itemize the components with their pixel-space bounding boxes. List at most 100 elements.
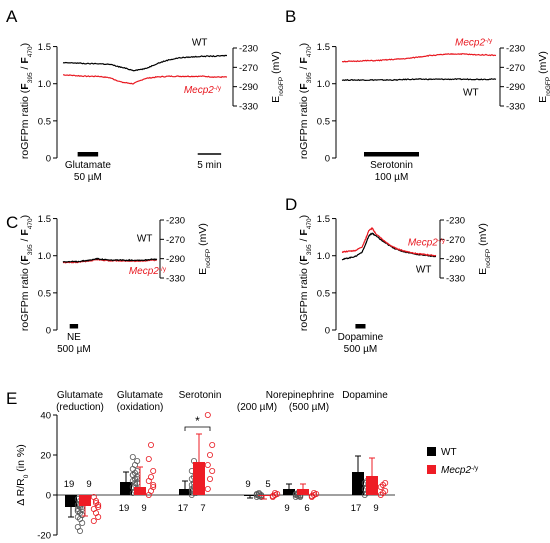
stimulus-bar [355,324,366,329]
right-tick-label: -290 [506,82,525,93]
right-tick-label: -270 [239,63,258,74]
right-axis-label-part: roGFP [485,249,492,268]
series-label-mecp2: Mecp2-/y [129,266,167,278]
right-tick-label: -270 [506,63,525,74]
y-tick-label: 0.5 [317,116,330,127]
series-label-wt: WT [137,233,153,244]
y-axis-label: roGFPm ratio (F395 / F470) [298,43,313,159]
trace-mecp2 [341,227,437,257]
panel-letter: B [285,7,296,26]
y-tick-label: 0.5 [317,288,330,299]
legend-label-mecp2: Mecp2-/y [441,465,479,477]
data-point [145,455,152,462]
right-axis-label: EroGFP (mV) [197,223,212,275]
data-point [204,485,211,492]
n-label: 7 [200,503,205,514]
y-axis-label-part: F [298,255,310,262]
y-axis-label: Δ R/R0 (in %) [15,444,30,505]
y-axis-label-part: ) [298,215,310,219]
right-tick-label: -270 [166,235,185,246]
series-label-part: -/y [214,85,222,92]
data-point [209,467,216,474]
stimulus-label: Glutamate [65,160,112,171]
y-axis-label-part: F [19,229,31,236]
right-tick-label: -230 [506,44,525,55]
y-axis-label-part: 395 [306,244,313,255]
series-label-part: -/y [485,37,493,44]
right-tick-label: -290 [446,254,465,265]
bar-mecp2 [258,495,270,496]
y-axis-label-part: roGFPm ratio ( [19,89,31,159]
right-tick-label: -270 [446,235,465,246]
bar-wt [65,495,77,507]
bar-wt [283,489,295,495]
y-axis-label-part: / [298,64,310,73]
group-label: Serotonin [179,390,222,401]
y-tick-label: 1.5 [38,42,51,53]
data-point [129,471,136,478]
y-axis-label-part: / [19,64,31,73]
series-label-part: -/y [438,237,446,244]
y-axis-label-part: F [298,57,310,64]
n-label: 6 [304,503,309,514]
y-tick-label: 0.5 [38,288,51,299]
n-label: 19 [119,503,130,514]
trace-mecp2 [63,74,228,85]
bar-wt [179,489,191,495]
data-point [147,473,154,480]
n-label: 9 [245,479,250,490]
y-axis-label-part: ) [298,43,310,47]
right-tick-label: -330 [506,102,525,113]
y-tick-label: 0 [325,326,330,337]
data-point [150,481,157,488]
right-axis-label-part: (mV) [477,223,489,249]
n-label: 9 [86,479,91,490]
right-axis-label-part: (mV) [270,51,282,77]
significance-star: * [195,414,200,428]
y-axis-label-part: 395 [27,244,34,255]
y-axis-label-part: F [19,83,31,90]
legend-swatch-wt [427,447,436,456]
y-axis-label: roGFPm ratio (F395 / F470) [19,215,34,331]
series-label-wt: WT [463,87,479,98]
bar-mecp2 [134,487,146,495]
right-axis-label: EroGFP (mV) [477,223,492,275]
y-axis-label: roGFPm ratio (F395 / F470) [298,215,313,331]
stimulus-concentration: 100 µM [375,172,409,183]
group-sublabel: (500 µM) [289,402,329,413]
y-axis-label-part: (in %) [15,444,27,474]
y-tick-label: 40 [40,411,51,422]
right-axis-label: EroGFP (mV) [270,51,285,103]
y-axis-label-part: F [298,229,310,236]
right-axis-label-part: E [477,268,489,275]
y-tick-label: 1.0 [317,79,330,90]
data-point [310,489,317,496]
data-point [74,507,81,514]
series-label-mecp2: Mecp2-/y [408,237,446,249]
data-point [150,483,157,490]
y-tick-label: 0.5 [38,116,51,127]
series-label-mecp2: Mecp2-/y [184,85,222,97]
trace-wt [341,78,497,82]
y-tick-label: 1.0 [317,251,330,262]
data-point [129,453,136,460]
group-sublabel: (200 µM) [237,402,277,413]
data-point [134,457,141,464]
y-axis-label-part: / [298,236,310,245]
data-point [77,528,84,535]
series-label-wt: WT [192,37,208,48]
right-axis-label-part: roGFP [545,77,550,96]
y-axis-label-part: ) [19,43,31,47]
right-axis-label-part: (mV) [197,223,209,249]
data-point [150,467,157,474]
time-scalebar-label: 5 min [197,160,221,171]
right-axis-label: EroGFP (mV) [537,51,550,103]
right-axis-label-part: roGFP [205,249,212,268]
stimulus-bar [364,152,419,157]
series-label-part: Mecp2 [408,238,438,249]
y-axis-label-part: roGFPm ratio ( [19,261,31,331]
right-axis-label-part: E [537,96,549,103]
stimulus-concentration: 50 µM [74,172,102,183]
